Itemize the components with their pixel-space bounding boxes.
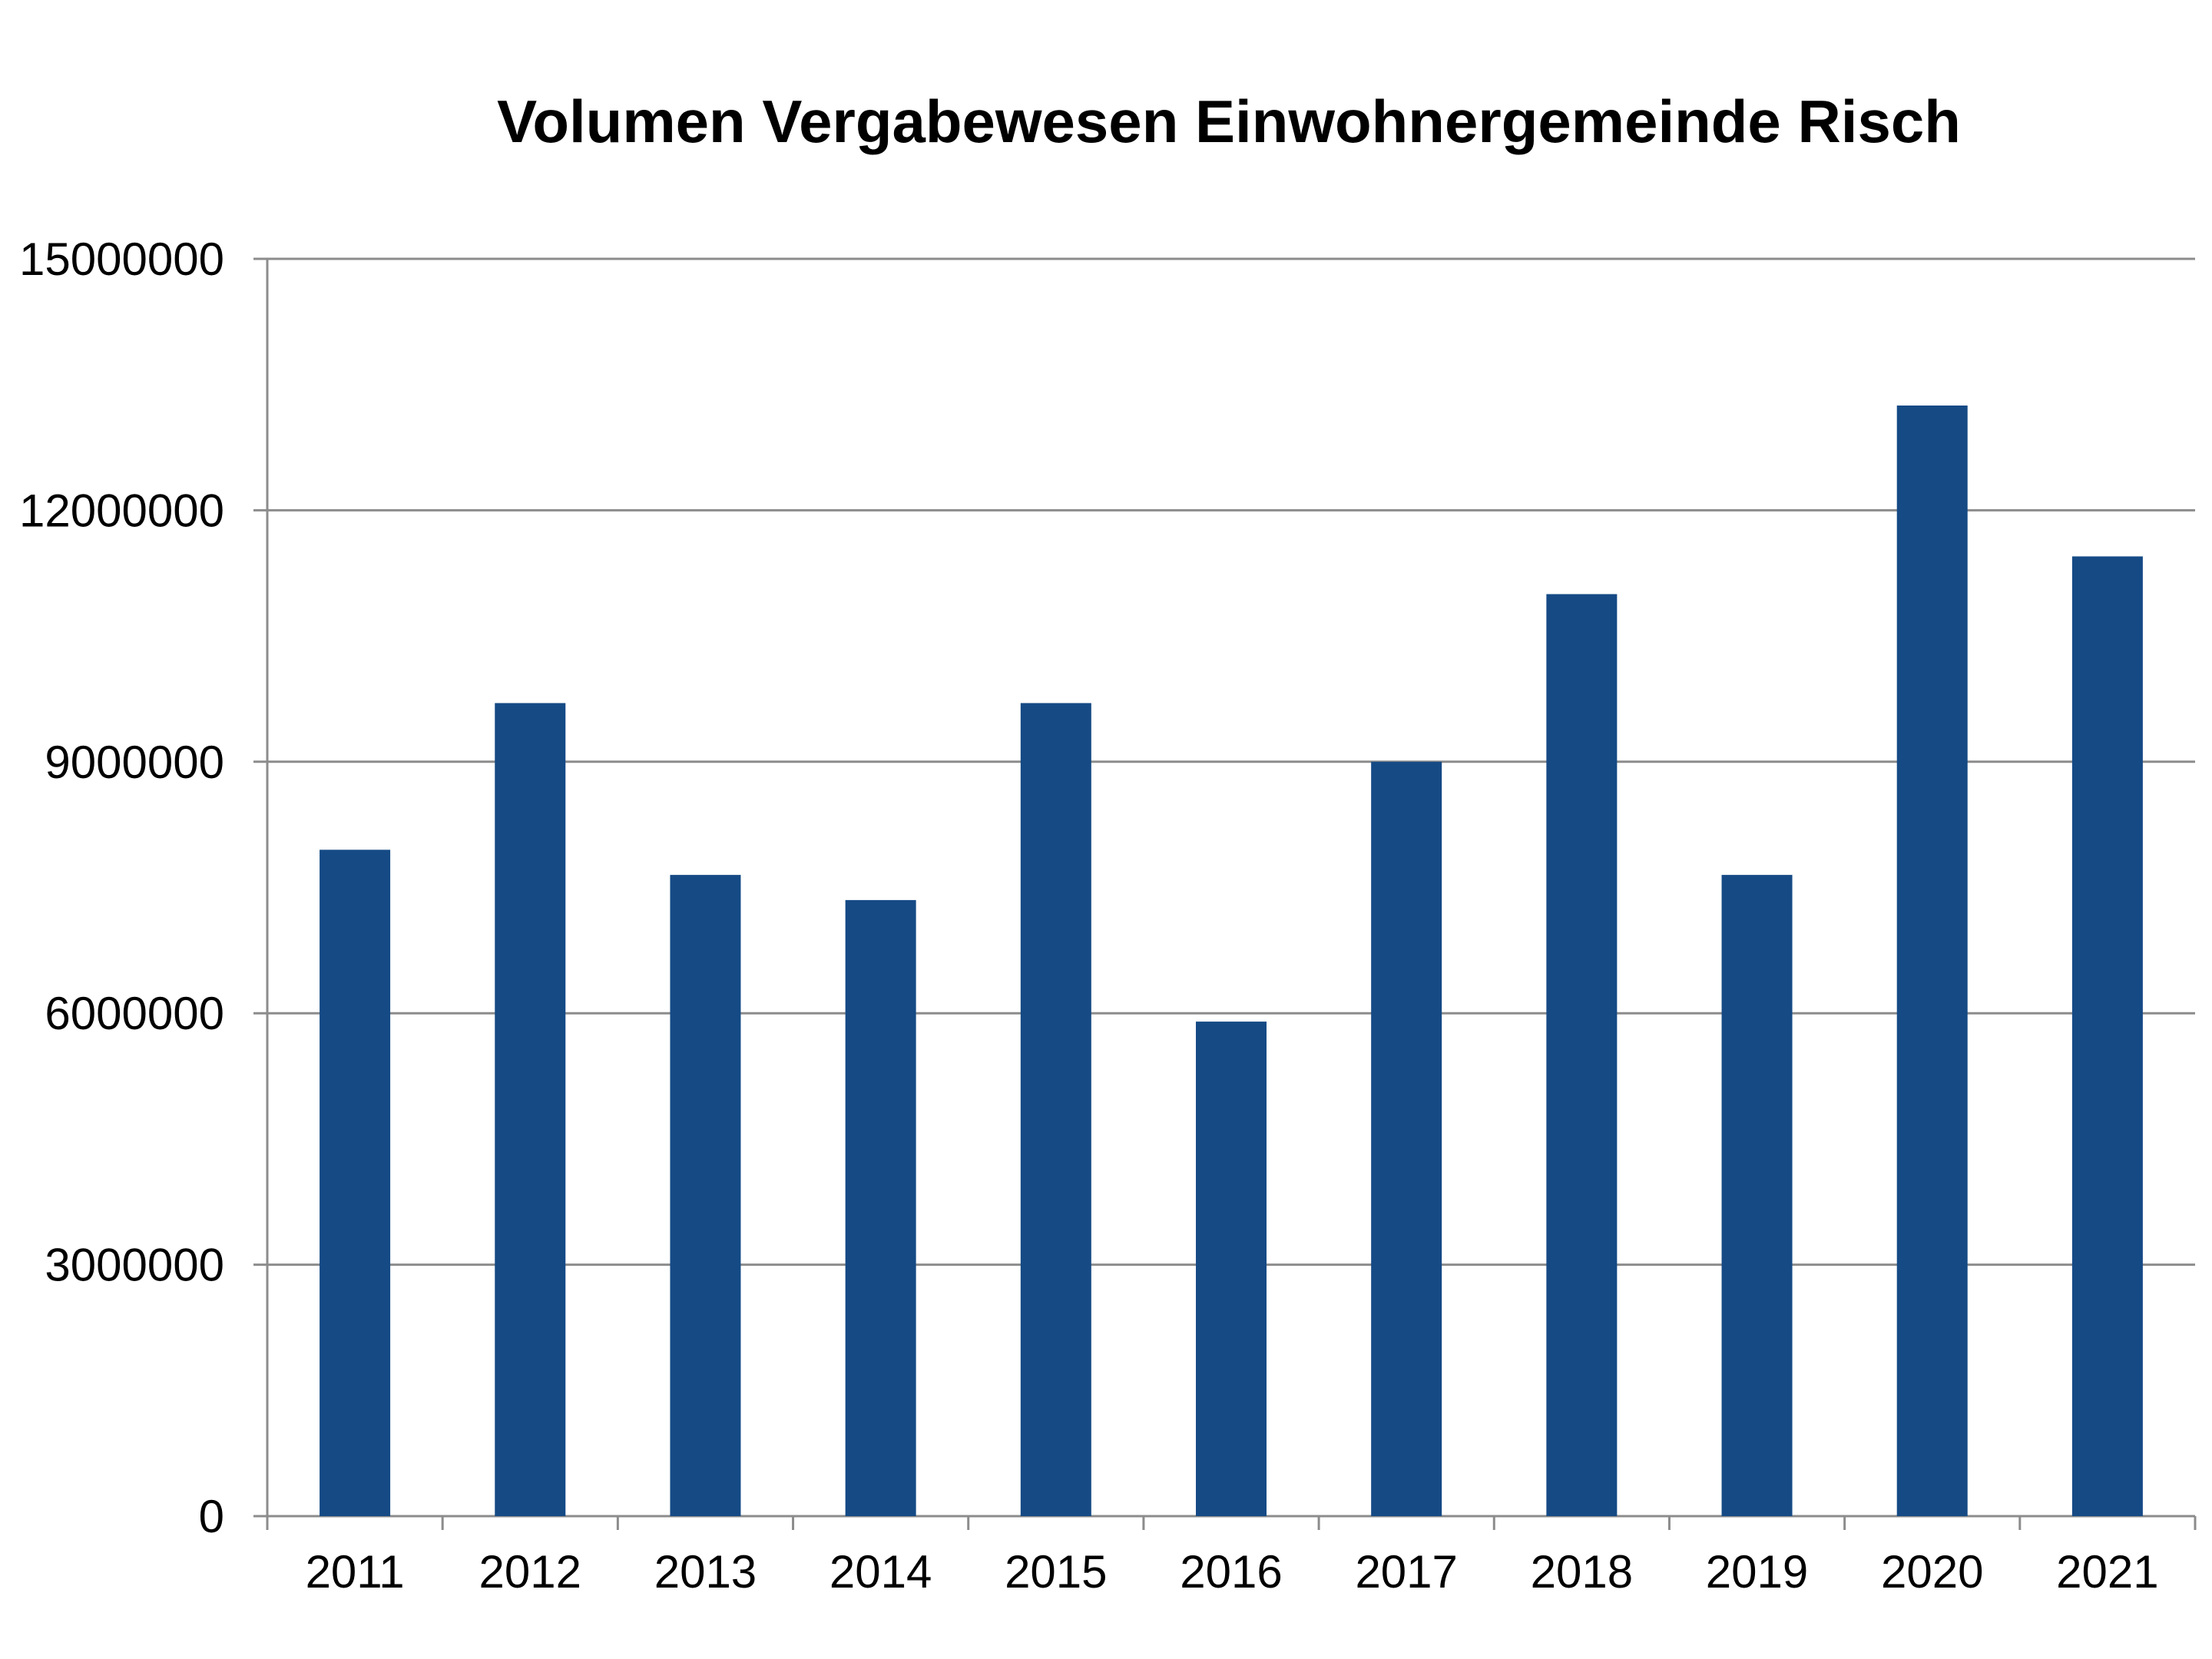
- y-tick-label: 15000000: [19, 233, 224, 285]
- y-tick-label: 12000000: [19, 485, 224, 536]
- y-tick-label: 0: [199, 1491, 224, 1542]
- x-tick-label: 2015: [1005, 1546, 1107, 1598]
- x-tick-label: 2011: [306, 1546, 405, 1598]
- y-tick-label: 9000000: [45, 737, 224, 788]
- gridlines: [267, 257, 2195, 1267]
- bar-2018: [1546, 594, 1618, 1516]
- x-tick-label: 2016: [1180, 1546, 1282, 1598]
- y-tick-labels: 0 3000000 6000000 9000000 12000000 15000000: [19, 233, 224, 1542]
- chart-title: Volumen Vergabewesen Einwohnergemeinde R…: [497, 88, 1961, 155]
- bar-2016: [1196, 1022, 1267, 1516]
- bar-2020: [1896, 405, 1968, 1516]
- x-tick-label: 2012: [479, 1546, 581, 1598]
- y-tick-label: 6000000: [45, 988, 224, 1039]
- bar-2021: [2071, 556, 2143, 1516]
- x-tick-label: 2019: [1706, 1546, 1808, 1598]
- y-tick-label: 3000000: [45, 1240, 224, 1291]
- bar-2014: [845, 899, 916, 1516]
- x-tick-label: 2021: [2056, 1546, 2158, 1598]
- x-tick-label: 2017: [1355, 1546, 1457, 1598]
- x-tick-label: 2020: [1881, 1546, 1983, 1598]
- bar-2015: [1020, 703, 1091, 1516]
- bar-2013: [670, 875, 741, 1516]
- x-tick-labels: 2011 2012 2013 2014 2015 2016 2017 2018 2019 2020…: [306, 1546, 2159, 1598]
- bar-2017: [1371, 761, 1442, 1516]
- bar-2011: [320, 849, 391, 1516]
- x-tick-label: 2014: [830, 1546, 932, 1598]
- x-tick-label: 2018: [1531, 1546, 1633, 1598]
- bars: [320, 405, 2143, 1516]
- bar-2012: [495, 703, 566, 1516]
- bar-2019: [1721, 875, 1793, 1516]
- x-tick-label: 2013: [654, 1546, 757, 1598]
